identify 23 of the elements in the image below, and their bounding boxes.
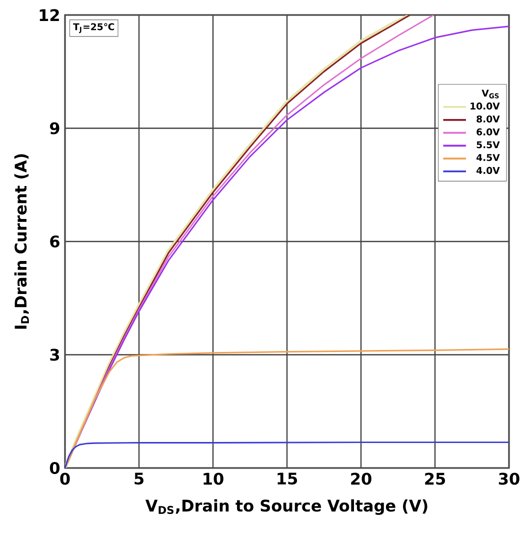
y-tick-label: 12 <box>40 9 59 21</box>
x-tick-label: 30 <box>498 472 520 485</box>
x-tick-label: 15 <box>278 472 298 485</box>
x-tick-label: 20 <box>351 472 372 485</box>
y-tick-label: 3 <box>50 348 60 361</box>
x-tick-label: 0 <box>60 472 70 485</box>
y-tick-label: 9 <box>50 122 60 134</box>
x-tick-label: 5 <box>134 472 144 485</box>
legend-label: 5.5V <box>476 141 500 148</box>
x-tick-label: 25 <box>425 472 446 485</box>
legend-label: 10.0V <box>470 102 500 110</box>
legend-title: V$_{GS}$ <box>482 90 499 98</box>
y-tick-label: 0 <box>50 462 60 474</box>
x-axis-title: V$_{DS}$,Drain to Source Voltage (V) <box>145 499 428 515</box>
y-tick-label: 6 <box>50 235 60 248</box>
y-axis-title: I$_{D}$,Drain Current (A) <box>14 154 29 329</box>
x-tick-label: 10 <box>204 472 224 485</box>
line-series <box>64 442 509 468</box>
legend-label: 8.0V <box>476 115 500 123</box>
legend-label: 4.0V <box>476 166 500 174</box>
legend-label: 4.5V <box>476 154 500 162</box>
annotation: T$_{J}$=25℃ <box>73 23 114 34</box>
legend-label: 6.0V <box>476 128 500 136</box>
